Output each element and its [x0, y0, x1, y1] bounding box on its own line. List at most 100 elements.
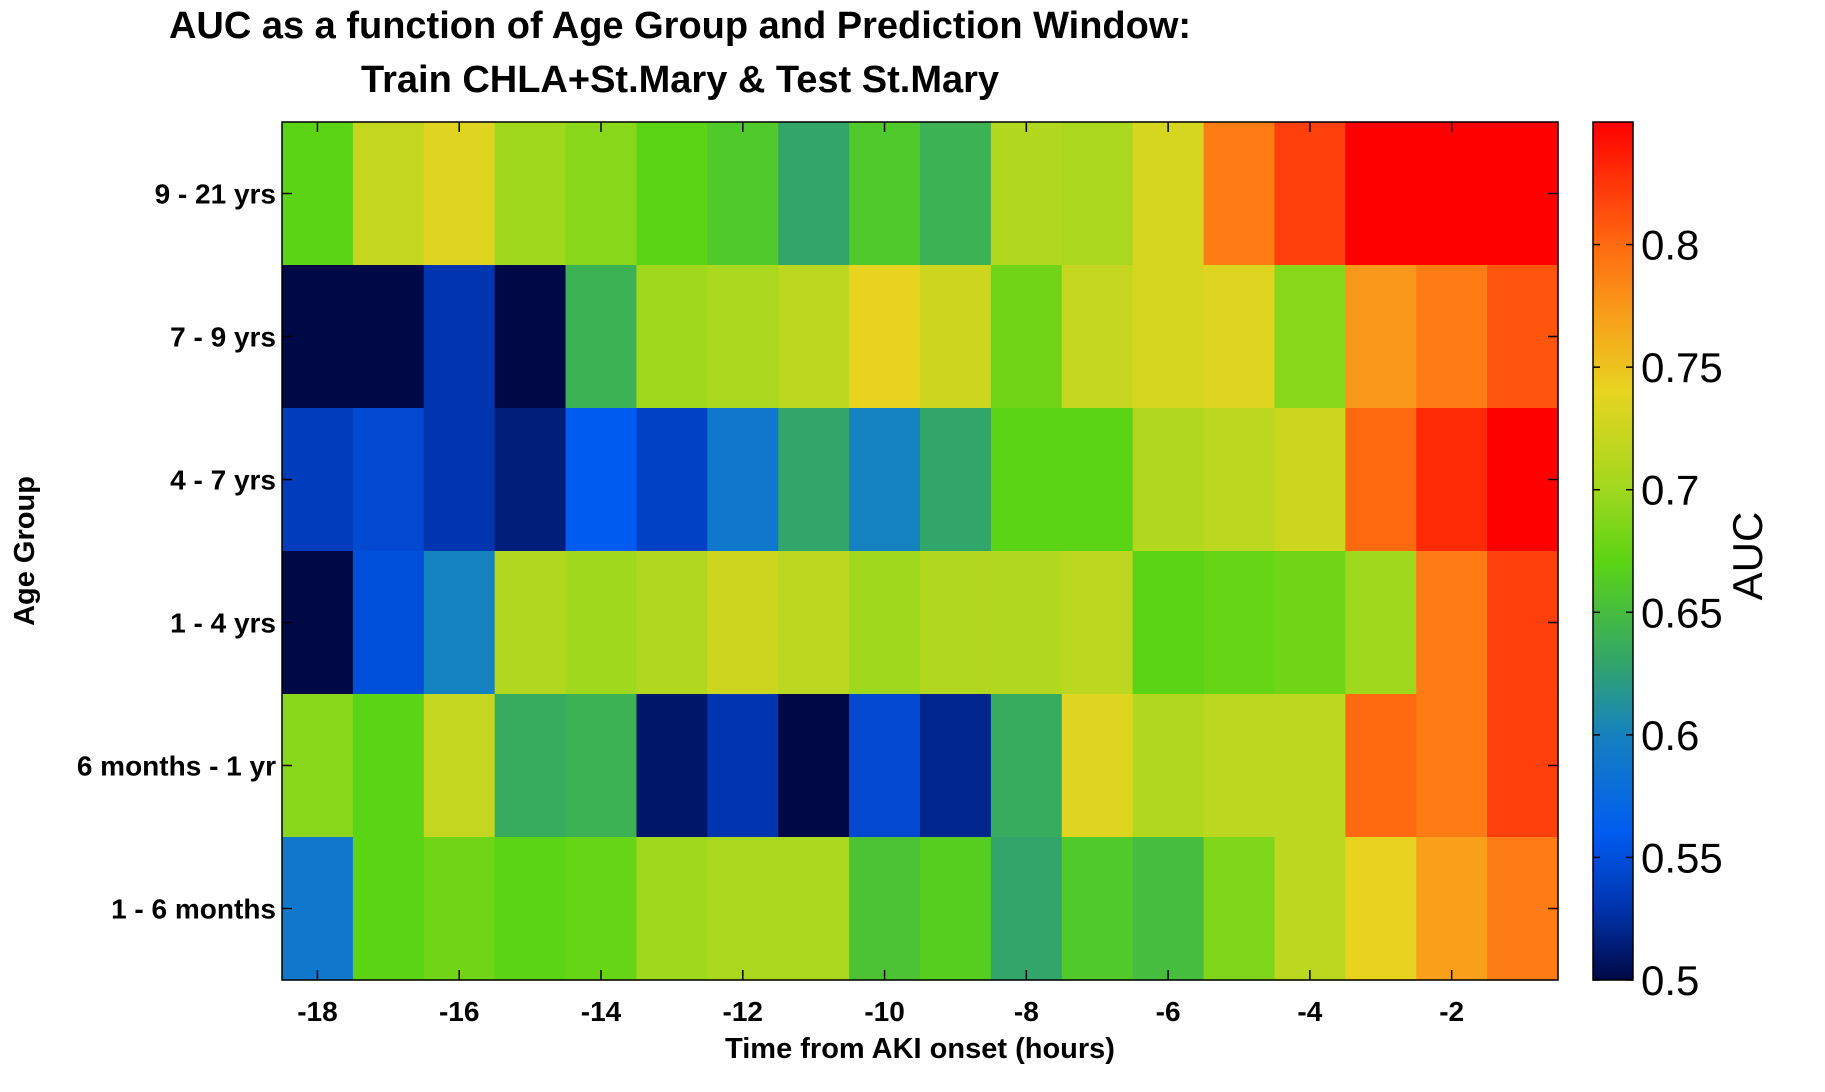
x-tick-label: -8	[1014, 996, 1039, 1027]
heatmap-cell	[282, 837, 354, 981]
heatmap-cell	[1345, 694, 1417, 838]
heatmap-cell	[494, 837, 567, 981]
heatmap-cell	[1345, 122, 1417, 266]
heatmap-cell	[352, 694, 425, 838]
heatmap-cell	[1203, 122, 1276, 266]
heatmap-cell	[1061, 837, 1134, 981]
heatmap-cell	[1132, 551, 1205, 695]
plot-frame	[281, 121, 1559, 981]
heatmap-cell	[1061, 122, 1134, 266]
y-axis-label: Age Group	[9, 476, 41, 626]
heatmap-cell	[1416, 551, 1488, 695]
heatmap-cell	[707, 265, 779, 409]
heatmap-cell	[1132, 694, 1205, 838]
heatmap-cell	[1132, 265, 1205, 409]
heatmap-cell	[990, 122, 1063, 266]
chart-title: AUC as a function of Age Group and Predi…	[169, 5, 1191, 47]
heatmap-cell	[1132, 122, 1205, 266]
heatmap-cell	[282, 551, 354, 695]
heatmap-cell	[990, 694, 1063, 838]
heatmap-cell	[778, 837, 850, 981]
heatmap-cell	[352, 837, 425, 981]
y-axis: 9 - 21 yrs 7 - 9 yrs 4 - 7 yrs 1 - 4 yrs 6 m…	[77, 179, 1558, 925]
heatmap-cell	[1203, 408, 1276, 552]
heatmap-cell	[352, 265, 425, 409]
y-tick-label: 1 - 4 yrs	[170, 608, 276, 639]
heatmap-cell	[352, 551, 425, 695]
heatmap-cell	[1345, 837, 1417, 981]
x-axis: -18 -16 -14 -12 -10 -8 -6 -4 -2	[297, 122, 1464, 1027]
heatmap-cell	[565, 265, 638, 409]
heatmap-cell	[778, 122, 850, 266]
heatmap-cell	[1487, 694, 1559, 838]
heatmap-cell	[1487, 837, 1559, 981]
heatmap-cell	[1416, 408, 1488, 552]
colorbar-tick-label: 0.75	[1641, 344, 1723, 391]
heatmap-cell	[636, 837, 708, 981]
heatmap-cell	[1203, 551, 1276, 695]
colorbar-tick-label: 0.5	[1641, 957, 1699, 1004]
heatmap-cell	[1274, 408, 1346, 552]
heatmap-cell	[990, 408, 1063, 552]
x-tick-label: -12	[723, 996, 763, 1027]
x-tick-label: -6	[1156, 996, 1181, 1027]
heatmap-cell	[494, 265, 567, 409]
heatmap-cell	[565, 408, 638, 552]
heatmap-cell	[423, 837, 496, 981]
heatmap-cell	[636, 408, 708, 552]
heatmap-cell	[636, 551, 708, 695]
heatmap-cell	[778, 551, 850, 695]
heatmap-cell	[990, 265, 1063, 409]
heatmap-cell	[1132, 837, 1205, 981]
x-tick-label: -18	[297, 996, 337, 1027]
heatmap-cell	[1061, 694, 1134, 838]
heatmap-cell	[849, 837, 921, 981]
heatmap-cell	[990, 551, 1063, 695]
heatmap-cell	[1487, 122, 1559, 266]
x-tick-label: -14	[581, 996, 622, 1027]
heatmap-cells	[282, 122, 1559, 981]
heatmap-cell	[990, 837, 1063, 981]
heatmap-cell	[849, 551, 921, 695]
heatmap-cell	[282, 122, 354, 266]
y-tick-label: 7 - 9 yrs	[170, 322, 276, 353]
heatmap-cell	[920, 408, 992, 552]
heatmap-cell	[1274, 694, 1346, 838]
y-tick-label: 1 - 6 months	[111, 894, 276, 925]
heatmap-cell	[494, 408, 567, 552]
heatmap-cell	[636, 122, 708, 266]
heatmap-cell	[1416, 122, 1488, 266]
heatmap-cell	[1061, 265, 1134, 409]
heatmap-cell	[920, 265, 992, 409]
heatmap-cell	[1274, 122, 1346, 266]
colorbar-tick-label: 0.65	[1641, 589, 1723, 636]
heatmap-cell	[849, 694, 921, 838]
heatmap-cell	[423, 122, 496, 266]
heatmap-cell	[1487, 408, 1559, 552]
heatmap-cell	[423, 551, 496, 695]
heatmap-cell	[1416, 694, 1488, 838]
heatmap-cell	[707, 408, 779, 552]
heatmap-cell	[1416, 837, 1488, 981]
x-tick-label: -16	[439, 996, 479, 1027]
heatmap-cell	[778, 265, 850, 409]
heatmap-cell	[565, 122, 638, 266]
heatmap-cell	[1345, 408, 1417, 552]
heatmap-cell	[778, 408, 850, 552]
heatmap-cell	[352, 408, 425, 552]
heatmap-cell	[1274, 551, 1346, 695]
colorbar-label: AUC	[1724, 512, 1771, 601]
heatmap-cell	[1487, 265, 1559, 409]
heatmap-cell	[1274, 265, 1346, 409]
heatmap-cell	[1203, 694, 1276, 838]
heatmap-cell	[920, 551, 992, 695]
heatmap-cell	[1203, 265, 1276, 409]
heatmap-cell	[636, 265, 708, 409]
heatmap-cell	[1274, 837, 1346, 981]
heatmap-cell	[282, 408, 354, 552]
heatmap-cell	[282, 265, 354, 409]
heatmap-cell	[423, 408, 496, 552]
y-tick-label: 9 - 21 yrs	[155, 179, 276, 210]
heatmap-cell	[1416, 265, 1488, 409]
heatmap-cell	[352, 122, 425, 266]
